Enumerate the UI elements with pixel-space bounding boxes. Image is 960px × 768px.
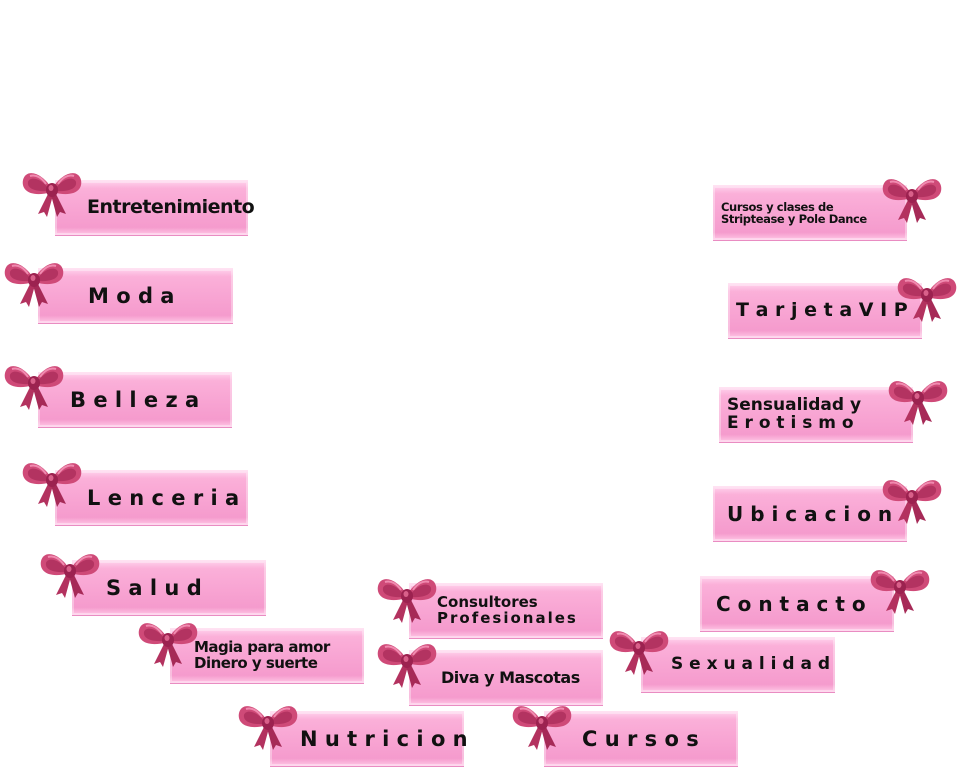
menu-button-magia[interactable]: Magia para amor Dinero y suerte: [170, 628, 364, 684]
menu-button-contacto[interactable]: C o n t a c t o: [700, 576, 894, 632]
menu-label-belleza: B e l l e z a: [70, 387, 200, 412]
menu-label-entretenimiento: Entretenimiento: [87, 196, 255, 219]
menu-label-striptease-line1: Cursos y clases de: [721, 199, 834, 214]
menu-label-magia-line1: Magia para amor: [194, 638, 330, 657]
menu-label-diva-mascotas: Diva y Mascotas: [441, 667, 580, 687]
menu-label-consultores: Consultores Profesionales: [437, 584, 578, 638]
menu-label-sensualidad-line1: Sensualidad y: [727, 395, 862, 416]
menu-label-cursos: C u r s o s: [582, 726, 699, 751]
menu-button-belleza[interactable]: B e l l e z a: [38, 372, 232, 428]
menu-button-entretenimiento[interactable]: Entretenimiento: [55, 180, 255, 236]
menu-label-lenceria: L e n c e r i a: [87, 485, 240, 510]
menu-button-tarjeta-vip[interactable]: T a r j e t a V I P: [728, 283, 922, 339]
menu-label-contacto: C o n t a c t o: [716, 591, 866, 616]
menu-button-lenceria[interactable]: L e n c e r i a: [55, 470, 248, 526]
menu-button-striptease[interactable]: Cursos y clases de Striptease y Pole Dan…: [713, 185, 907, 241]
menu-label-moda: M o d a: [88, 283, 175, 308]
menu-label-striptease-line2: Striptease y Pole Dance: [721, 212, 867, 226]
menu-button-cursos[interactable]: C u r s o s: [544, 711, 738, 767]
menu-button-diva-mascotas[interactable]: Diva y Mascotas: [409, 650, 603, 706]
menu-label-nutricion: N u t r i c i o n: [300, 726, 468, 751]
menu-button-moda[interactable]: M o d a: [38, 268, 233, 324]
menu-label-consultores-line2: Profesionales: [437, 609, 578, 627]
menu-label-magia-line2: Dinero y suerte: [194, 654, 318, 672]
menu-button-sensualidad[interactable]: Sensualidad y E r o t i s m o: [719, 387, 913, 443]
menu-label-striptease: Cursos y clases de Striptease y Pole Dan…: [721, 186, 867, 240]
menu-label-ubicacion: U b i c a c i o n: [727, 501, 893, 526]
menu-button-sexualidad[interactable]: S e x u a l i d a d: [641, 637, 835, 693]
menu-label-consultores-line1: Consultores: [437, 593, 538, 612]
menu-label-sexualidad: S e x u a l i d a d: [671, 654, 831, 675]
menu-label-salud: S a l u d: [106, 575, 202, 600]
menu-label-magia: Magia para amor Dinero y suerte: [194, 629, 330, 683]
menu-button-nutricion[interactable]: N u t r i c i o n: [270, 711, 468, 767]
menu-label-sensualidad-line2: E r o t i s m o: [727, 413, 854, 433]
menu-button-ubicacion[interactable]: U b i c a c i o n: [713, 486, 907, 542]
menu-label-tarjeta-vip: T a r j e t a V I P: [736, 299, 908, 322]
menu-label-sensualidad: Sensualidad y E r o t i s m o: [727, 388, 861, 442]
menu-button-salud[interactable]: S a l u d: [72, 560, 266, 616]
menu-button-consultores[interactable]: Consultores Profesionales: [409, 583, 603, 639]
